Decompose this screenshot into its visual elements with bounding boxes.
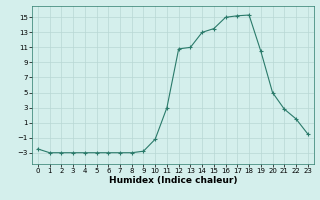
X-axis label: Humidex (Indice chaleur): Humidex (Indice chaleur) (108, 176, 237, 185)
